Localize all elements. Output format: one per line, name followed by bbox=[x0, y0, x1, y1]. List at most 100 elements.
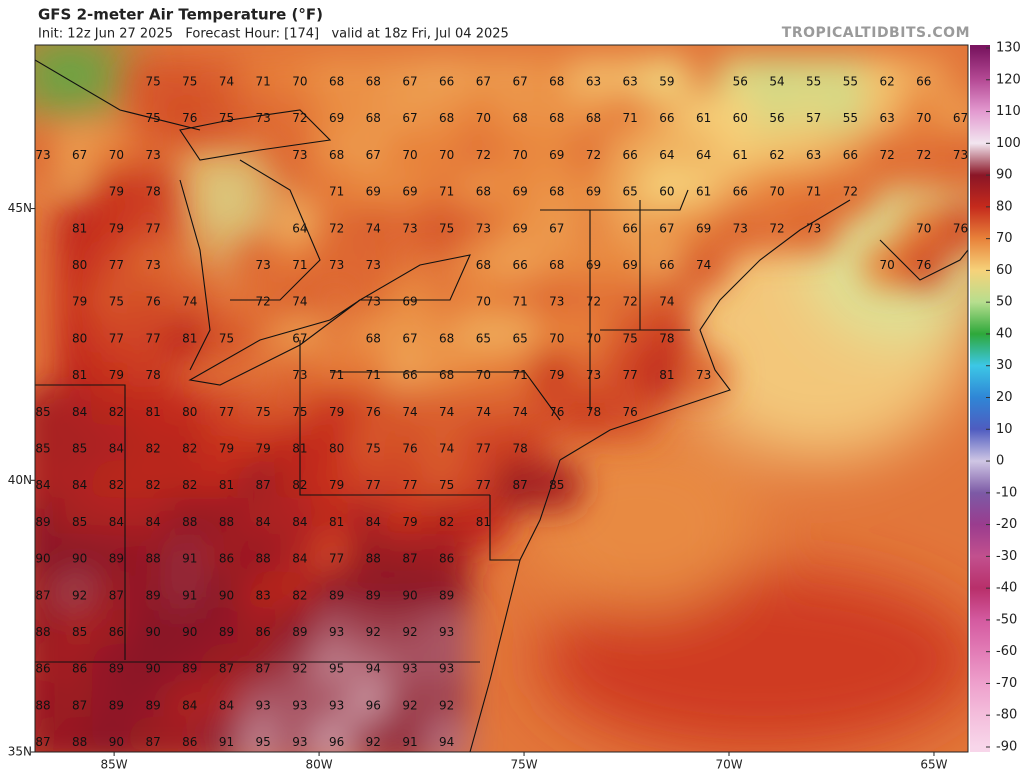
temperature-cell bbox=[53, 312, 106, 365]
temperature-label: 80 bbox=[182, 405, 197, 419]
temperature-label: 89 bbox=[329, 588, 344, 602]
temperature-cell bbox=[494, 312, 547, 365]
temperature-cell bbox=[127, 679, 180, 732]
temperature-cell bbox=[934, 202, 968, 255]
temperature-cell bbox=[310, 423, 363, 475]
temperature-cell bbox=[457, 129, 510, 182]
temperature-cell bbox=[347, 129, 400, 182]
temperature-cell bbox=[310, 533, 363, 586]
temperature-label: 92 bbox=[292, 662, 307, 676]
colorbar-label: -50 bbox=[996, 612, 1017, 627]
temperature-cell bbox=[53, 239, 106, 292]
temperature-label: 79 bbox=[109, 185, 124, 199]
temperature-cell bbox=[861, 92, 914, 145]
temperature-label: 65 bbox=[512, 331, 527, 345]
temperature-label: 74 bbox=[659, 295, 674, 309]
temperature-cell bbox=[567, 56, 620, 108]
temperature-cell bbox=[53, 679, 106, 732]
temperature-label: 79 bbox=[329, 478, 344, 492]
temperature-cell bbox=[787, 92, 840, 145]
temperature-label: 86 bbox=[256, 625, 271, 639]
temperature-cell bbox=[53, 129, 106, 182]
temperature-cell bbox=[90, 129, 143, 182]
temperature-field bbox=[35, 56, 968, 752]
temperature-cell bbox=[273, 643, 326, 696]
temperature-cell bbox=[347, 92, 400, 145]
temperature-cell bbox=[237, 459, 290, 512]
temperature-label: 84 bbox=[182, 698, 197, 712]
temperature-cell bbox=[384, 569, 436, 622]
temperature-cell bbox=[420, 56, 473, 108]
temperature-label: 68 bbox=[512, 111, 527, 125]
temperature-label: 70 bbox=[292, 75, 307, 89]
temperature-label: 80 bbox=[329, 442, 344, 456]
temperature-label: 93 bbox=[402, 662, 417, 676]
temperature-cell bbox=[677, 129, 730, 182]
ocean-hot bbox=[540, 570, 968, 750]
temperature-cell bbox=[494, 239, 547, 292]
temperature-label: 72 bbox=[292, 111, 307, 125]
temperature-label: 77 bbox=[402, 478, 417, 492]
temperature-label: 87 bbox=[72, 698, 87, 712]
temperature-cell bbox=[127, 423, 180, 475]
temperature-label: 64 bbox=[292, 221, 307, 235]
temperature-label: 92 bbox=[402, 625, 417, 639]
temperature-cell bbox=[310, 643, 363, 696]
temperature-cell bbox=[273, 533, 326, 586]
temperature-cell bbox=[420, 92, 473, 145]
temperature-label: 73 bbox=[366, 258, 381, 272]
temperature-label: 71 bbox=[512, 295, 527, 309]
temperature-label: 88 bbox=[72, 735, 87, 749]
temperature-cell bbox=[200, 56, 253, 108]
temperature-label: 81 bbox=[476, 515, 491, 529]
temperature-cell bbox=[347, 386, 400, 439]
temperature-label: 70 bbox=[916, 221, 931, 235]
temperature-label: 76 bbox=[366, 405, 381, 419]
temperature-label: 55 bbox=[806, 75, 821, 89]
temperature-label: 71 bbox=[329, 368, 344, 382]
temperature-label: 75 bbox=[219, 111, 234, 125]
temperature-label: 93 bbox=[256, 698, 271, 712]
temperature-cell bbox=[163, 312, 216, 365]
temperature-label: 82 bbox=[109, 405, 124, 419]
temperature-cell bbox=[640, 56, 693, 108]
temperature-label: 66 bbox=[659, 111, 674, 125]
temperature-cell bbox=[494, 386, 547, 439]
temperature-label: 67 bbox=[512, 75, 527, 89]
colorbar-label: 110 bbox=[996, 104, 1021, 119]
temperature-cell bbox=[530, 202, 583, 255]
temperature-cell bbox=[751, 56, 803, 108]
temperature-cell bbox=[824, 56, 877, 108]
temperature-label: 66 bbox=[623, 148, 638, 162]
temperature-label: 90 bbox=[35, 552, 50, 566]
temperature-cell bbox=[90, 643, 143, 696]
temperature-label: 73 bbox=[402, 221, 417, 235]
temperature-cell bbox=[384, 349, 436, 402]
temperature-label: 79 bbox=[256, 442, 271, 456]
temperature-label: 78 bbox=[145, 368, 160, 382]
temperature-label: 73 bbox=[806, 221, 821, 235]
temperature-label: 68 bbox=[366, 331, 381, 345]
temperature-cell bbox=[273, 56, 326, 108]
temperature-label: 84 bbox=[219, 698, 234, 712]
temperature-label: 79 bbox=[549, 368, 564, 382]
temperature-label: 82 bbox=[292, 478, 307, 492]
temperature-cell bbox=[420, 349, 473, 402]
temperature-cell bbox=[457, 92, 510, 145]
temperature-cell bbox=[347, 679, 400, 732]
temperature-label: 85 bbox=[72, 625, 87, 639]
temperature-label: 71 bbox=[623, 111, 638, 125]
temperature-cell bbox=[310, 349, 363, 402]
temperature-cell bbox=[567, 166, 620, 219]
temperature-cell bbox=[787, 129, 840, 182]
temperature-label: 80 bbox=[72, 331, 87, 345]
temperature-cell bbox=[897, 92, 950, 145]
temperature-cell bbox=[90, 312, 143, 365]
temperature-cell bbox=[420, 679, 473, 732]
temperature-label: 84 bbox=[72, 478, 87, 492]
boundaries bbox=[35, 59, 968, 752]
map-frame bbox=[34, 44, 969, 753]
temperature-label: 78 bbox=[512, 442, 527, 456]
temperature-cell bbox=[163, 386, 216, 439]
temperature-cell bbox=[127, 239, 180, 292]
